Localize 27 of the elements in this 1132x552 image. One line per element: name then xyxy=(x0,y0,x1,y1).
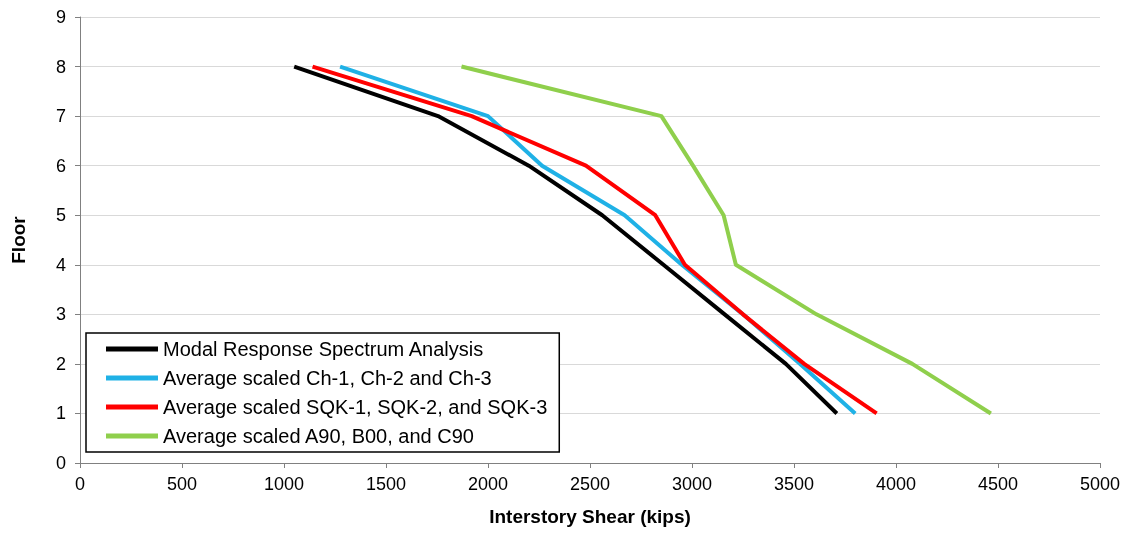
x-tick-label: 3500 xyxy=(773,474,815,494)
x-tick-label: 5000 xyxy=(1079,474,1121,494)
legend-label: Average scaled Ch-1, Ch-2 and Ch-3 xyxy=(163,367,492,389)
legend-label: Average scaled SQK-1, SQK-2, and SQK-3 xyxy=(163,396,548,418)
x-axis-title: Interstory Shear (kips) xyxy=(489,506,691,527)
y-tick-label: 3 xyxy=(55,304,66,325)
y-tick-label: 6 xyxy=(55,155,66,176)
x-tick-label: 4000 xyxy=(875,474,917,494)
x-tick-label: 500 xyxy=(166,474,198,494)
x-tick-label: 2000 xyxy=(467,474,509,494)
legend-label: Average scaled A90, B00, and C90 xyxy=(163,425,474,447)
x-tick-label: 3000 xyxy=(671,474,713,494)
y-axis-title: Floor xyxy=(8,215,29,264)
y-tick-label: 2 xyxy=(55,353,66,374)
y-tick-label: 5 xyxy=(55,205,66,226)
x-tick-label: 0 xyxy=(74,474,86,494)
x-tick-label: 4500 xyxy=(977,474,1019,494)
y-tick-label: 0 xyxy=(55,453,66,473)
y-tick-label: 7 xyxy=(55,106,66,127)
y-tick-label: 1 xyxy=(55,403,66,424)
y-tick-label: 4 xyxy=(55,254,66,275)
x-tick-label: 1000 xyxy=(263,474,305,494)
legend-label: Modal Response Spectrum Analysis xyxy=(163,338,484,360)
x-tick-label: 1500 xyxy=(365,474,407,494)
x-tick-label: 2500 xyxy=(569,474,611,494)
y-tick-label: 8 xyxy=(55,56,66,77)
y-tick-label: 9 xyxy=(55,7,66,27)
